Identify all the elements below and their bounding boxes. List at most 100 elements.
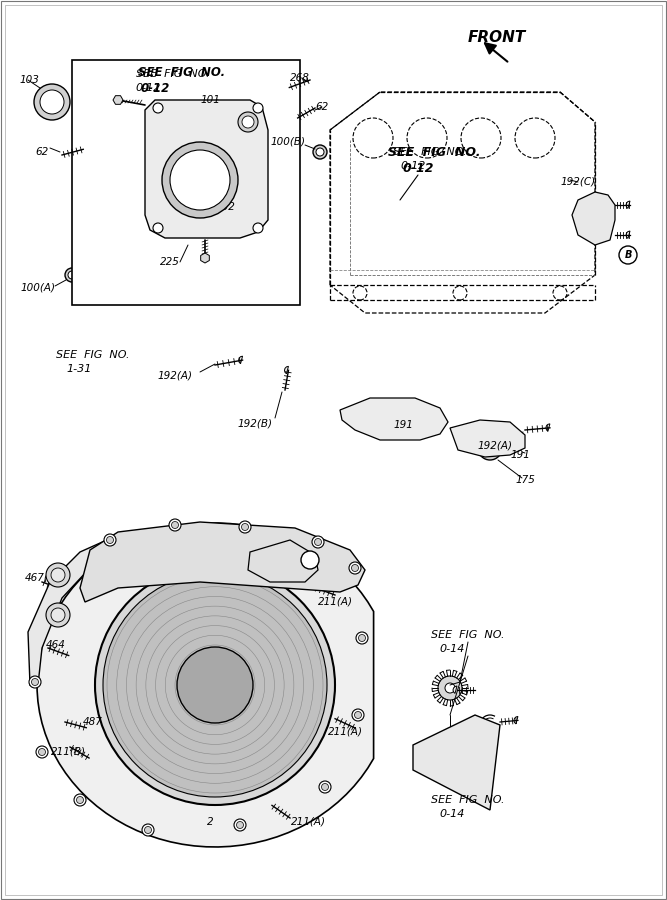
Text: 62: 62 <box>315 102 329 112</box>
Text: SEE  FIG  NO.: SEE FIG NO. <box>139 66 225 78</box>
Text: 100(B): 100(B) <box>271 137 305 147</box>
Polygon shape <box>330 92 595 313</box>
Circle shape <box>478 436 502 460</box>
Circle shape <box>153 223 163 233</box>
Text: SEE  FIG  NO.: SEE FIG NO. <box>136 69 209 79</box>
Circle shape <box>438 676 462 700</box>
Text: 465: 465 <box>230 555 250 565</box>
Text: SEE  FIG  NO.: SEE FIG NO. <box>56 350 130 360</box>
Circle shape <box>239 521 251 533</box>
Text: 192(A): 192(A) <box>157 370 193 380</box>
Circle shape <box>177 647 253 723</box>
Circle shape <box>107 536 113 544</box>
Circle shape <box>352 564 358 572</box>
Circle shape <box>162 142 238 218</box>
Text: 225: 225 <box>160 257 180 267</box>
Circle shape <box>31 679 39 686</box>
Text: 192(C): 192(C) <box>560 177 596 187</box>
Polygon shape <box>626 231 630 239</box>
Circle shape <box>445 683 455 693</box>
Polygon shape <box>413 715 500 810</box>
Circle shape <box>242 116 254 128</box>
Circle shape <box>46 563 70 587</box>
Circle shape <box>153 103 163 113</box>
Polygon shape <box>514 716 518 724</box>
Polygon shape <box>285 84 289 91</box>
Circle shape <box>358 634 366 642</box>
Polygon shape <box>85 754 89 761</box>
Text: B: B <box>306 555 313 565</box>
Text: 211(A): 211(A) <box>291 817 325 827</box>
Circle shape <box>36 746 48 758</box>
Circle shape <box>142 824 154 836</box>
Text: 100(A): 100(A) <box>21 283 55 293</box>
Circle shape <box>103 573 327 797</box>
Circle shape <box>65 268 79 282</box>
Text: 487: 487 <box>83 717 103 727</box>
Polygon shape <box>340 398 448 440</box>
Text: 467(A): 467(A) <box>25 573 59 583</box>
Circle shape <box>352 709 364 721</box>
Polygon shape <box>453 686 457 694</box>
Polygon shape <box>37 523 374 847</box>
Text: SEE  FIG  NO.: SEE FIG NO. <box>388 146 480 158</box>
Text: 192(B): 192(B) <box>237 419 273 429</box>
Polygon shape <box>546 424 550 431</box>
Circle shape <box>349 562 361 574</box>
Circle shape <box>315 538 321 545</box>
Circle shape <box>46 603 70 627</box>
Polygon shape <box>450 420 525 457</box>
Text: SEE  FIG  NO.: SEE FIG NO. <box>432 630 505 640</box>
Circle shape <box>301 551 319 569</box>
Polygon shape <box>626 201 630 209</box>
Circle shape <box>29 676 41 688</box>
Polygon shape <box>293 114 297 122</box>
Circle shape <box>68 271 76 279</box>
Text: 211(A): 211(A) <box>317 597 352 607</box>
Circle shape <box>253 103 263 113</box>
Circle shape <box>319 781 331 793</box>
Circle shape <box>51 568 65 582</box>
Circle shape <box>237 822 243 829</box>
Text: 191: 191 <box>393 420 413 430</box>
Text: 464: 464 <box>46 640 66 650</box>
Polygon shape <box>572 192 615 245</box>
Polygon shape <box>145 100 268 238</box>
Polygon shape <box>331 715 335 722</box>
Circle shape <box>482 440 498 456</box>
Polygon shape <box>239 356 243 364</box>
Text: 102: 102 <box>215 202 235 212</box>
Bar <box>72 60 300 305</box>
Text: SEE  FIG  NO.: SEE FIG NO. <box>394 147 467 157</box>
Text: 103: 103 <box>20 75 40 85</box>
Text: B: B <box>624 250 632 260</box>
Text: 101: 101 <box>200 95 220 105</box>
Circle shape <box>95 565 335 805</box>
Polygon shape <box>59 586 63 593</box>
Circle shape <box>104 534 116 546</box>
Circle shape <box>171 521 179 528</box>
Circle shape <box>51 608 65 622</box>
Text: 175: 175 <box>515 475 535 485</box>
Text: 268: 268 <box>290 73 310 83</box>
Circle shape <box>241 524 249 530</box>
Polygon shape <box>65 652 69 659</box>
Circle shape <box>34 84 70 120</box>
Circle shape <box>313 145 327 159</box>
Text: 211(B): 211(B) <box>51 747 85 757</box>
Circle shape <box>169 519 181 531</box>
Text: 211(A): 211(A) <box>327 727 362 737</box>
Text: 62: 62 <box>35 147 49 157</box>
Polygon shape <box>284 366 288 373</box>
Polygon shape <box>201 253 209 263</box>
Circle shape <box>40 90 64 114</box>
Polygon shape <box>28 535 118 685</box>
Polygon shape <box>82 724 86 731</box>
Text: FRONT: FRONT <box>468 31 526 46</box>
Text: 1-31: 1-31 <box>66 364 91 374</box>
Circle shape <box>77 796 83 804</box>
Circle shape <box>145 826 151 833</box>
Circle shape <box>170 150 230 210</box>
Circle shape <box>253 223 263 233</box>
Text: 0-12: 0-12 <box>400 161 426 171</box>
